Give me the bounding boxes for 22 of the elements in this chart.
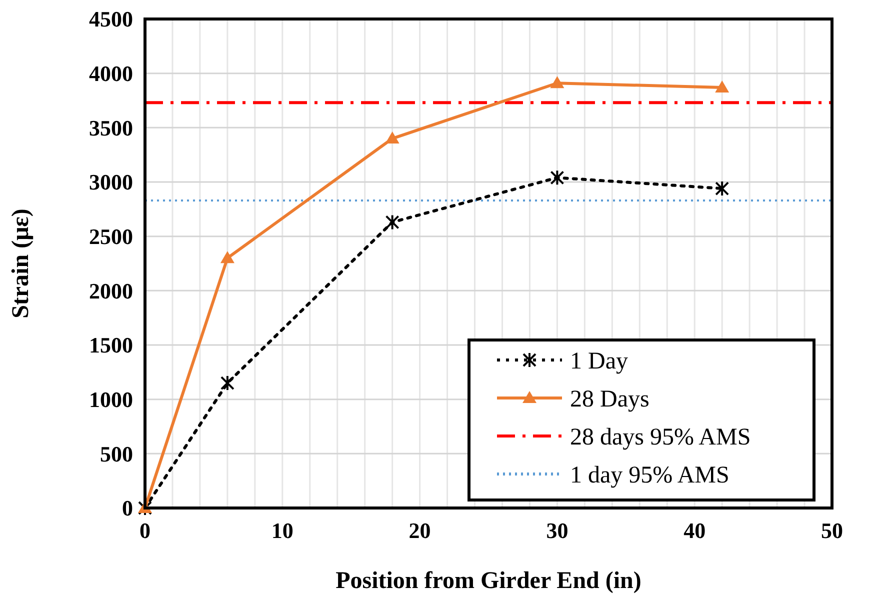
y-tick-label: 3000 <box>89 170 133 195</box>
y-tick-label: 2500 <box>89 224 133 250</box>
x-tick-label: 10 <box>271 518 294 543</box>
x-tick-label: 20 <box>408 518 431 543</box>
y-tick-label: 2000 <box>89 278 133 304</box>
y-tick-label: 1500 <box>89 332 133 358</box>
legend-label: 28 Days <box>570 386 650 412</box>
y-tick-label: 3500 <box>89 115 133 140</box>
legend-label: 28 days 95% AMS <box>570 424 751 450</box>
y-tick-label: 4500 <box>89 6 133 32</box>
legend-label: 1 Day <box>570 348 628 374</box>
y-tick-label: 0 <box>122 496 133 521</box>
x-axis-title: Position from Girder End (in) <box>336 568 642 594</box>
x-tick-label: 30 <box>546 518 568 543</box>
y-tick-label: 1000 <box>89 387 133 412</box>
legend-label: 1 day 95% AMS <box>570 462 730 488</box>
y-tick-label: 500 <box>100 441 133 466</box>
y-tick-label: 4000 <box>89 61 133 86</box>
x-tick-label: 40 <box>684 518 706 543</box>
y-axis-title: Strain (με) <box>8 208 34 318</box>
x-tick-label: 0 <box>140 518 150 543</box>
x-tick-label: 50 <box>821 518 843 543</box>
